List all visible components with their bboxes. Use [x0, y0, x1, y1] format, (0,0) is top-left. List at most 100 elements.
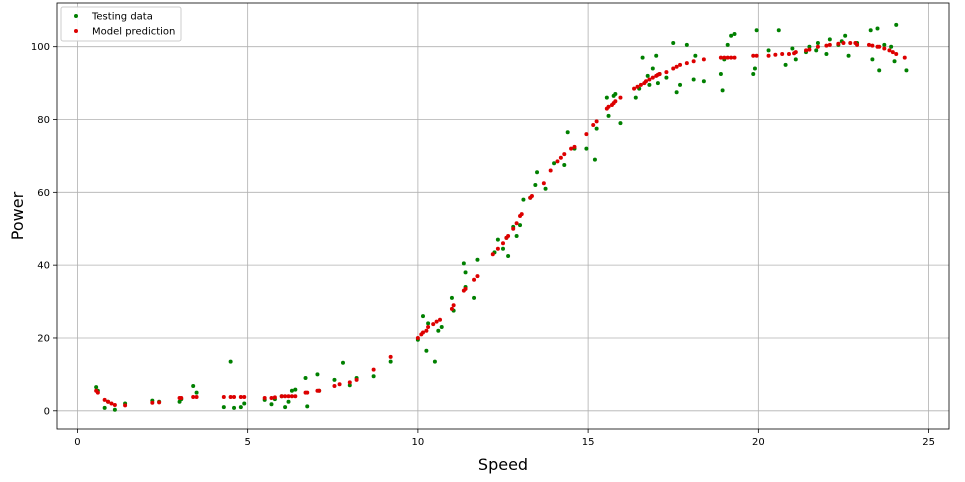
model-prediction-point	[572, 144, 577, 149]
testing-data-point	[752, 66, 757, 71]
x-tick-label: 20	[752, 437, 765, 448]
testing-data-point	[701, 79, 706, 84]
testing-data-point	[754, 28, 759, 33]
testing-data-point	[843, 33, 848, 38]
model-prediction-point	[279, 394, 284, 399]
model-prediction-point	[238, 394, 243, 399]
model-prediction-point	[109, 401, 114, 406]
testing-data-point	[870, 57, 875, 62]
y-tick-label: 100	[31, 42, 50, 53]
model-prediction-point	[269, 396, 274, 401]
testing-data-point	[305, 404, 310, 409]
model-prediction-point	[562, 152, 567, 157]
testing-data-point	[514, 234, 519, 239]
testing-data-point	[606, 113, 611, 118]
model-prediction-point	[555, 159, 560, 164]
data-points	[94, 22, 909, 412]
model-prediction-point	[123, 403, 128, 408]
model-prediction-point	[773, 52, 778, 57]
model-prediction-point	[725, 55, 730, 60]
model-prediction-point	[584, 132, 589, 137]
testing-data-point	[592, 157, 597, 162]
testing-data-point	[814, 48, 819, 53]
model-prediction-point	[95, 390, 100, 395]
testing-data-point	[846, 53, 851, 58]
model-prediction-point	[722, 55, 727, 60]
model-prediction-point	[431, 322, 436, 327]
testing-data-point	[613, 92, 618, 97]
testing-data-point	[426, 321, 431, 326]
model-prediction-point	[463, 286, 468, 291]
model-prediction-point	[606, 104, 611, 109]
model-prediction-point	[506, 234, 511, 239]
model-prediction-point	[718, 55, 723, 60]
x-tick-label: 0	[74, 437, 80, 448]
model-prediction-point	[591, 122, 596, 127]
testing-data-point	[475, 257, 480, 262]
testing-data-point	[283, 405, 288, 410]
testing-data-point	[790, 46, 795, 51]
model-prediction-point	[157, 400, 162, 405]
model-prediction-point	[272, 395, 277, 400]
testing-data-point	[194, 390, 199, 395]
testing-data-point	[868, 28, 873, 33]
testing-data-point	[766, 48, 771, 53]
model-prediction-point	[232, 394, 237, 399]
model-prediction-point	[475, 274, 480, 279]
model-prediction-point	[289, 394, 294, 399]
model-prediction-point	[332, 384, 337, 389]
model-prediction-point	[415, 335, 420, 340]
testing-data-point	[221, 405, 226, 410]
model-prediction-point	[501, 241, 505, 246]
plot-frame	[56, 2, 950, 430]
model-prediction-point	[495, 246, 500, 251]
model-prediction-point	[426, 325, 431, 330]
model-prediction-point	[691, 59, 696, 64]
model-prediction-point	[511, 226, 516, 231]
x-tick-label: 5	[244, 437, 250, 448]
model-prediction-point	[836, 41, 841, 46]
testing-data-point	[671, 41, 676, 46]
testing-data-point	[875, 26, 880, 31]
testing-data-point	[691, 77, 696, 82]
testing-data-point	[732, 31, 737, 36]
testing-data-point	[449, 295, 454, 300]
model-prediction-point	[647, 77, 652, 82]
y-axis-ticks: 0 20 40 60 80 100	[31, 42, 57, 417]
testing-data-point	[293, 387, 298, 392]
model-prediction-point	[902, 55, 907, 60]
testing-data-point	[439, 325, 444, 330]
testing-data-point	[729, 33, 734, 38]
testing-data-point	[650, 66, 655, 71]
y-tick-label: 0	[44, 406, 50, 417]
testing-data-point	[892, 59, 897, 64]
model-prediction-point	[179, 396, 184, 401]
testing-data-point	[655, 81, 660, 86]
model-prediction-point	[283, 394, 288, 399]
model-prediction-point	[887, 48, 892, 53]
model-prediction-point	[732, 55, 737, 60]
testing-data-point	[882, 42, 887, 47]
testing-data-point	[793, 57, 798, 62]
legend-marker-model-prediction	[74, 29, 78, 33]
model-prediction-point	[221, 394, 226, 399]
x-axis-label: Speed	[478, 455, 528, 474]
y-axis-label: Power	[8, 191, 27, 240]
testing-data-point	[501, 246, 505, 251]
model-prediction-point	[293, 394, 298, 399]
model-prediction-point	[674, 64, 679, 69]
model-prediction-point	[815, 44, 820, 49]
testing-data-point	[436, 328, 441, 333]
testing-data-point	[584, 146, 589, 151]
testing-data-point	[388, 359, 393, 364]
testing-data-point	[552, 161, 557, 166]
testing-data-point	[238, 405, 243, 410]
testing-data-point	[463, 270, 468, 275]
model-prediction-point	[807, 47, 812, 52]
testing-data-point	[347, 383, 352, 388]
y-tick-label: 80	[37, 115, 50, 126]
testing-data-point	[495, 237, 500, 242]
testing-data-point	[543, 186, 548, 191]
model-prediction-point	[541, 181, 546, 186]
x-tick-label: 15	[582, 437, 595, 448]
